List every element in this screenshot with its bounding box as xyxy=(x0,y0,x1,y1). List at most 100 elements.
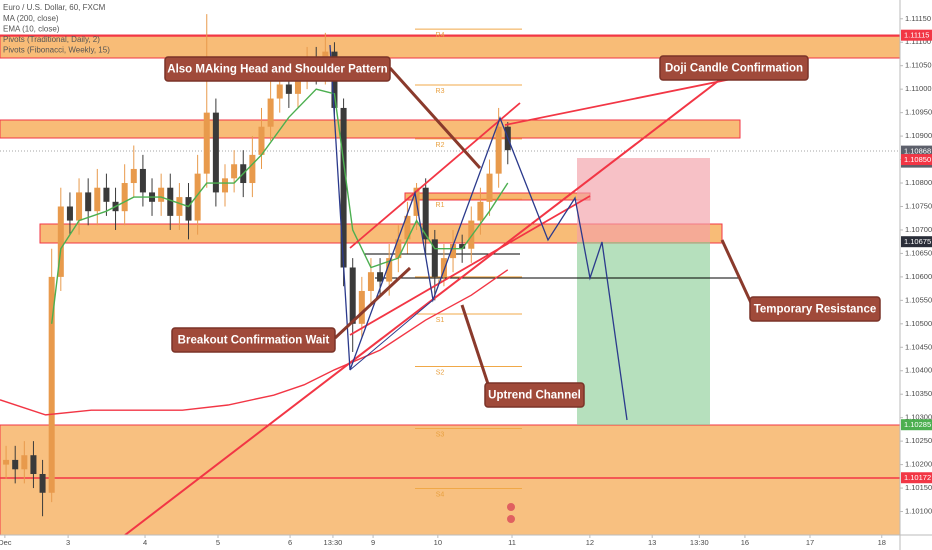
candle-body xyxy=(176,197,183,216)
candle-body xyxy=(404,215,411,240)
axes: 1.10100 1.10150 1.10200 1.10250 1.10300 1.103… xyxy=(0,14,932,547)
candle-body xyxy=(358,290,365,324)
candle-body xyxy=(367,272,374,291)
legend-item: MA (200, close) xyxy=(3,14,59,23)
candle-body xyxy=(477,201,484,221)
candle-body xyxy=(276,84,283,99)
candle-body xyxy=(267,98,274,127)
candle-body xyxy=(212,112,219,193)
y-tick-label: 1.10550 xyxy=(905,295,932,304)
candle-body xyxy=(349,267,356,324)
chart-title: Euro / U.S. Dollar, 60, FXCM xyxy=(3,3,106,12)
legend-item: Pivots (Fibonacci, Weekly, 15) xyxy=(3,46,110,55)
candle-body xyxy=(395,239,402,259)
candle-body xyxy=(431,239,438,277)
y-tick-label: 1.10450 xyxy=(905,342,932,351)
y-tick-label: 1.11150 xyxy=(905,14,931,23)
candle-body xyxy=(258,126,265,155)
resistance-zone xyxy=(0,119,741,139)
candle-body xyxy=(450,244,457,259)
y-tick-label: 1.10500 xyxy=(905,319,932,328)
price-badge-label: 1.10172 xyxy=(904,473,931,482)
legend-item: EMA (10, close) xyxy=(3,25,60,34)
x-tick-label: 18 xyxy=(878,538,886,547)
y-tick-label: 1.10700 xyxy=(905,225,932,234)
callouts: Also MAking Head and Shoulder Pattern Doj… xyxy=(164,55,881,408)
candle-body xyxy=(440,258,447,277)
candle-body xyxy=(3,459,10,465)
candle-body xyxy=(294,75,301,94)
pivot-label: S4 xyxy=(436,491,445,498)
candle-body xyxy=(121,183,128,212)
pivot-label: S1 xyxy=(436,317,445,324)
legend: Euro / U.S. Dollar, 60, FXCM MA (200, cl… xyxy=(3,3,110,55)
candle-body xyxy=(231,164,238,179)
y-tick-label: 1.11000 xyxy=(905,84,932,93)
candle-body xyxy=(66,206,73,221)
candle-body xyxy=(468,220,475,249)
price-badge xyxy=(901,472,932,484)
candle-body xyxy=(249,154,256,184)
candle-body xyxy=(158,187,165,202)
candle-body xyxy=(495,126,502,174)
price-badge xyxy=(901,154,932,166)
target-zone xyxy=(577,242,710,425)
price-badge-label: 1.11115 xyxy=(904,31,929,40)
candle-body xyxy=(139,168,146,193)
x-tick-label: 11 xyxy=(508,538,516,547)
y-tick-label: 1.10900 xyxy=(905,131,932,140)
projection-path xyxy=(329,44,628,421)
x-tick-label: 13 xyxy=(648,538,656,547)
callout-text: Temporary Resistance xyxy=(754,304,877,316)
candle-body xyxy=(103,187,110,202)
callout-pointer xyxy=(388,66,482,170)
candle-body xyxy=(203,112,210,174)
pivot-label: S3 xyxy=(436,431,445,438)
callout-pointer xyxy=(460,304,492,391)
zones xyxy=(0,34,901,536)
y-tick-label: 1.10250 xyxy=(905,436,932,445)
candle-body xyxy=(94,187,101,212)
legend-item: Pivots (Traditional, Daily, 2) xyxy=(3,35,100,44)
candle-body xyxy=(221,178,229,193)
callout-pointer xyxy=(720,239,754,306)
x-tick-label: 13:30 xyxy=(690,538,709,547)
candle-body xyxy=(285,84,292,94)
y-tick-label: 1.10650 xyxy=(905,248,932,257)
stop-zone xyxy=(577,158,710,242)
callout-text: Breakout Confirmation Wait xyxy=(178,335,330,347)
x-tick-label: 10 xyxy=(434,538,442,547)
y-tick-label: 1.10200 xyxy=(905,460,932,469)
y-tick-label: 1.10400 xyxy=(905,366,932,375)
candle-body xyxy=(39,473,46,493)
price-badge xyxy=(901,145,932,157)
x-tick-label: 9 xyxy=(371,538,375,547)
price-badge-label: 1.10868 xyxy=(904,147,931,156)
time-axis-bg xyxy=(0,535,932,550)
event-icon xyxy=(507,515,515,523)
x-tick-label: 12 xyxy=(586,538,594,547)
trendline xyxy=(124,71,731,536)
callout-text: Uptrend Channel xyxy=(488,390,581,402)
x-tick-label: Dec xyxy=(0,538,12,547)
candle-body xyxy=(422,187,429,240)
projection-path xyxy=(349,299,434,371)
price-badge-label: 1.10285 xyxy=(904,420,931,429)
y-tick-label: 1.10100 xyxy=(905,507,932,516)
candle-body xyxy=(386,258,393,282)
drawings xyxy=(124,44,806,536)
pivot-label: S2 xyxy=(436,369,445,376)
indicator-line xyxy=(50,88,509,324)
x-tick-label: 4 xyxy=(143,538,147,547)
candle-body xyxy=(76,192,83,221)
y-tick-label: 1.10800 xyxy=(905,178,932,187)
pivot-label: R1 xyxy=(436,202,445,209)
callout-text: Also MAking Head and Shoulder Pattern xyxy=(167,64,387,76)
candle-body xyxy=(12,459,19,470)
channel-lower xyxy=(349,195,591,336)
callout-box xyxy=(484,382,585,408)
y-tick-label: 1.10750 xyxy=(905,201,932,210)
candle-body xyxy=(85,192,92,212)
candle-body xyxy=(48,276,55,493)
